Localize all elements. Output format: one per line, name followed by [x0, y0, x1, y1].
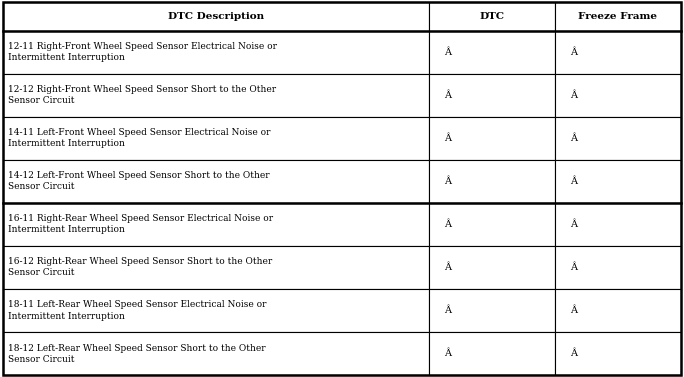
Bar [429, 31, 555, 74]
Text: Â: Â [570, 90, 577, 100]
Text: Â: Â [444, 220, 451, 229]
Text: Â: Â [444, 48, 451, 57]
Bar [429, 2, 555, 31]
Text: DTC: DTC [479, 12, 504, 21]
Text: 12-12 Right-Front Wheel Speed Sensor Short to the Other
Sensor Circuit: 12-12 Right-Front Wheel Speed Sensor Sho… [8, 85, 276, 105]
Bar [555, 2, 681, 31]
Text: Â: Â [570, 177, 577, 186]
Bar [429, 332, 555, 375]
Text: Freeze Frame: Freeze Frame [578, 12, 657, 21]
Text: Â: Â [570, 306, 577, 315]
Bar [429, 246, 555, 289]
Bar [429, 160, 555, 203]
Text: 16-11 Right-Rear Wheel Speed Sensor Electrical Noise or
Intermittent Interruptio: 16-11 Right-Rear Wheel Speed Sensor Elec… [8, 214, 274, 234]
Text: 12-11 Right-Front Wheel Speed Sensor Electrical Noise or
Intermittent Interrupti: 12-11 Right-Front Wheel Speed Sensor Ele… [8, 42, 277, 62]
Text: Â: Â [444, 263, 451, 272]
Bar [3, 332, 429, 375]
Bar [555, 246, 681, 289]
Text: 18-12 Left-Rear Wheel Speed Sensor Short to the Other
Sensor Circuit: 18-12 Left-Rear Wheel Speed Sensor Short… [8, 343, 266, 364]
Text: DTC Description: DTC Description [168, 12, 264, 21]
Text: Â: Â [570, 349, 577, 358]
Bar [429, 203, 555, 246]
Bar [3, 203, 429, 246]
Text: Â: Â [570, 220, 577, 229]
Bar [3, 2, 429, 31]
Bar [555, 117, 681, 160]
Text: 16-12 Right-Rear Wheel Speed Sensor Short to the Other
Sensor Circuit: 16-12 Right-Rear Wheel Speed Sensor Shor… [8, 257, 272, 277]
Bar [555, 74, 681, 117]
Text: Â: Â [444, 90, 451, 100]
Bar [555, 289, 681, 332]
Bar [555, 31, 681, 74]
Bar [3, 74, 429, 117]
Text: 18-11 Left-Rear Wheel Speed Sensor Electrical Noise or
Intermittent Interruption: 18-11 Left-Rear Wheel Speed Sensor Elect… [8, 300, 267, 320]
Bar [3, 160, 429, 203]
Bar [3, 117, 429, 160]
Bar [555, 160, 681, 203]
Bar [3, 246, 429, 289]
Text: 14-11 Left-Front Wheel Speed Sensor Electrical Noise or
Intermittent Interruptio: 14-11 Left-Front Wheel Speed Sensor Elec… [8, 128, 271, 148]
Text: Â: Â [570, 48, 577, 57]
Text: Â: Â [444, 349, 451, 358]
Text: Â: Â [570, 263, 577, 272]
Bar [555, 203, 681, 246]
Text: Â: Â [444, 177, 451, 186]
Bar [3, 31, 429, 74]
Bar [429, 289, 555, 332]
Bar [555, 332, 681, 375]
Text: Â: Â [444, 134, 451, 143]
Text: Â: Â [570, 134, 577, 143]
Bar [429, 74, 555, 117]
Text: 14-12 Left-Front Wheel Speed Sensor Short to the Other
Sensor Circuit: 14-12 Left-Front Wheel Speed Sensor Shor… [8, 171, 269, 192]
Bar [429, 117, 555, 160]
Bar [3, 289, 429, 332]
Text: Â: Â [444, 306, 451, 315]
